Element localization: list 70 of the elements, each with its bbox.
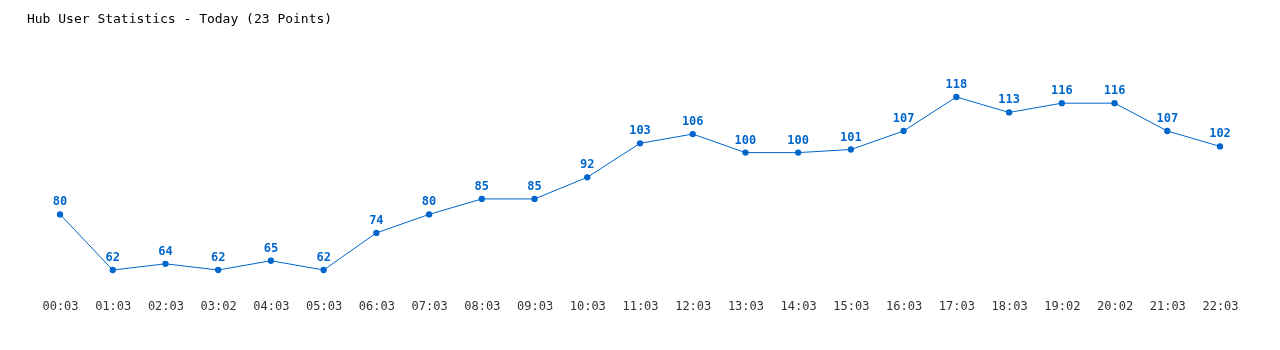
x-tick-label: 12:03 (675, 298, 712, 313)
data-label: 106 (681, 114, 704, 129)
x-tick-label: 17:03 (938, 298, 975, 313)
point (56, 211, 64, 218)
x-tick-label: 18:03 (991, 298, 1028, 313)
data-label: 113 (998, 92, 1020, 107)
x-tick-label: 08:03 (464, 298, 501, 313)
data-label: 100 (787, 132, 810, 147)
x-tick-label: 10:03 (569, 298, 606, 313)
x-tick-label: 15:03 (833, 298, 870, 313)
x-tick-label: 01:03 (95, 298, 132, 313)
data-label: 102 (1209, 126, 1231, 141)
x-tick-label: 04:03 (253, 298, 290, 313)
x-tick-label: 16:03 (886, 298, 923, 313)
data-label: 107 (1156, 110, 1179, 125)
data-label: 62 (316, 250, 331, 264)
x-tick-label: 19:02 (1044, 298, 1081, 313)
x-tick-label: 20:02 (1096, 298, 1134, 313)
data-label: 116 (1103, 83, 1126, 98)
data-label: 100 (734, 132, 757, 147)
point (267, 257, 275, 264)
point (1005, 109, 1013, 116)
data-label: 116 (1050, 83, 1073, 98)
x-tick-label: 07:03 (411, 298, 448, 313)
data-label: 92 (580, 157, 595, 172)
data-label: 62 (105, 250, 120, 264)
x-tick-label: 02:03 (147, 298, 185, 313)
point (742, 149, 749, 156)
point (1216, 143, 1224, 150)
point (373, 229, 380, 237)
data-label: 80 (421, 194, 437, 209)
data-label: 62 (210, 250, 226, 264)
x-tick-label: 13:03 (727, 298, 765, 313)
point (320, 266, 327, 274)
x-tick-label: 09:03 (516, 298, 554, 313)
chart-title: Hub User Statistics - Today (23 Points) (26, 11, 333, 26)
point (900, 127, 907, 135)
x-tick-label: 14:03 (780, 298, 817, 313)
data-label: 101 (840, 129, 862, 144)
point (162, 260, 169, 267)
point (636, 140, 644, 147)
point (847, 146, 855, 153)
point (689, 130, 696, 138)
point (215, 266, 222, 274)
point (425, 211, 433, 218)
point (109, 266, 116, 274)
x-tick-label: 22:03 (1202, 298, 1239, 313)
data-label: 65 (263, 240, 279, 255)
data-label: 85 (474, 178, 490, 193)
data-label: 64 (158, 243, 173, 258)
data-label: 85 (527, 178, 542, 193)
point (584, 174, 591, 181)
x-tick-label: 05:03 (306, 298, 343, 313)
x-tick-label: 11:03 (622, 298, 659, 313)
data-label: 74 (369, 212, 384, 227)
x-tick-label: 03:02 (200, 298, 237, 313)
point (795, 149, 802, 156)
point (478, 195, 485, 203)
x-tick-label: 21:03 (1149, 298, 1186, 313)
data-label: 80 (52, 194, 68, 209)
point (1111, 100, 1118, 107)
point (1164, 127, 1171, 135)
data-label: 107 (892, 110, 915, 125)
point (953, 93, 960, 101)
x-tick-label: 06:03 (358, 298, 395, 313)
data-label: 118 (945, 77, 968, 91)
point (531, 195, 538, 203)
x-tick-label: 00:03 (42, 298, 79, 313)
data-label: 103 (629, 123, 651, 138)
point (1058, 100, 1065, 107)
